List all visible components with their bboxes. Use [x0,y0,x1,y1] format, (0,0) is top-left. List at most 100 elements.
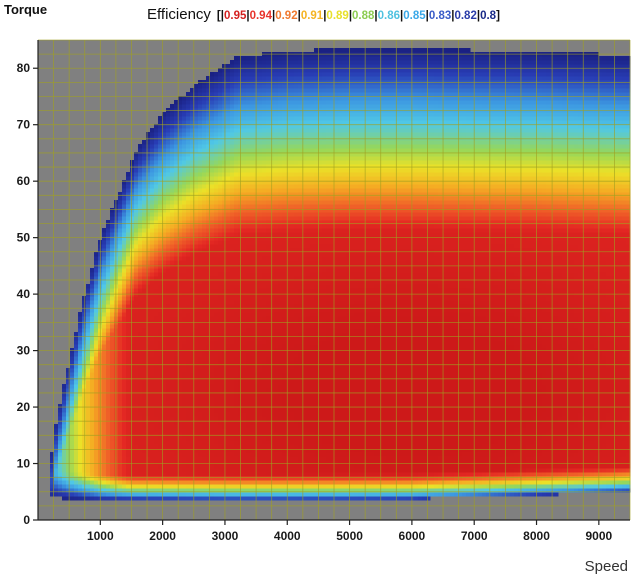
heatmap-cell [58,484,63,489]
heatmap-cell [158,240,163,245]
heatmap-cell [166,400,171,405]
heatmap-cell [250,468,255,473]
heatmap-cell [206,360,211,365]
heatmap-cell [234,248,239,253]
heatmap-cell [198,408,203,413]
heatmap-cell [266,476,271,481]
heatmap-cell [214,196,219,201]
heatmap-cell [202,116,207,121]
heatmap-cell [258,488,263,493]
heatmap-cell [178,324,183,329]
heatmap-cell [218,116,223,121]
heatmap-cell [198,476,203,481]
heatmap-cell [222,208,227,213]
heatmap-cell [174,404,179,409]
heatmap-cell [182,228,187,233]
heatmap-cell [186,232,191,237]
heatmap-cell [218,128,223,133]
heatmap-cell [270,396,275,401]
heatmap-cell [250,200,255,205]
heatmap-cell [182,276,187,281]
heatmap-cell [186,140,191,145]
heatmap-cell [270,308,275,313]
heatmap-cell [166,452,171,457]
heatmap-cell [146,492,151,497]
heatmap-cell [162,244,167,249]
heatmap-cell [262,220,267,225]
heatmap-cell [146,284,151,289]
heatmap-cell [226,488,231,493]
heatmap-cell [194,224,199,229]
heatmap-cell [278,120,283,125]
heatmap-cell [226,328,231,333]
heatmap-cell [258,360,263,365]
heatmap-cell [114,308,119,313]
heatmap-cell [230,288,235,293]
heatmap-cell [110,376,115,381]
heatmap-cell [278,100,283,105]
heatmap-cell [226,188,231,193]
heatmap-cell [198,440,203,445]
heatmap-cell [214,208,219,213]
heatmap-cell [142,464,147,469]
heatmap-cell [90,476,95,481]
heatmap-cell [170,392,175,397]
heatmap-cell [222,92,227,97]
heatmap-cell [222,228,227,233]
heatmap-cell [66,392,71,397]
heatmap-cell [226,128,231,133]
heatmap-cell [158,268,163,273]
heatmap-cell [66,380,71,385]
heatmap-cell [242,264,247,269]
heatmap-cell [114,384,119,389]
heatmap-cell [246,372,251,377]
heatmap-cell [246,192,251,197]
heatmap-cell [150,240,155,245]
heatmap-cell [262,216,267,221]
heatmap-cell [250,352,255,357]
heatmap-cell [186,104,191,109]
heatmap-cell [234,336,239,341]
heatmap-cell [50,464,55,469]
heatmap-cell [234,332,239,337]
heatmap-cell [210,140,215,145]
heatmap-cell [126,452,131,457]
heatmap-cell [190,380,195,385]
heatmap-cell [90,276,95,281]
heatmap-cell [170,328,175,333]
heatmap-cell [250,308,255,313]
heatmap-cell [142,404,147,409]
heatmap-cell [266,316,271,321]
heatmap-cell [126,248,131,253]
heatmap-cell [138,312,143,317]
heatmap-cell [198,416,203,421]
heatmap-cell [146,192,151,197]
heatmap-cell [174,236,179,241]
heatmap-cell [118,444,123,449]
heatmap-cell [218,432,223,437]
heatmap-cell [218,416,223,421]
heatmap-cell [90,440,95,445]
heatmap-cell [222,436,227,441]
heatmap-cell [218,88,223,93]
heatmap-cell [230,344,235,349]
heatmap-cell [166,352,171,357]
heatmap-cell [206,444,211,449]
heatmap-cell [142,340,147,345]
heatmap-cell [278,276,283,281]
heatmap-cell [270,400,275,405]
heatmap-cell [158,388,163,393]
heatmap-cell [270,492,275,497]
heatmap-cell [262,200,267,205]
heatmap-cell [242,88,247,93]
heatmap-cell [62,484,67,489]
heatmap-cell [122,472,127,477]
heatmap-cell [106,228,111,233]
heatmap-cell [186,212,191,217]
heatmap-cell [270,356,275,361]
heatmap-cell [246,60,251,65]
heatmap-cell [234,188,239,193]
heatmap-cell [130,332,135,337]
heatmap-cell [218,380,223,385]
heatmap-cell [178,304,183,309]
